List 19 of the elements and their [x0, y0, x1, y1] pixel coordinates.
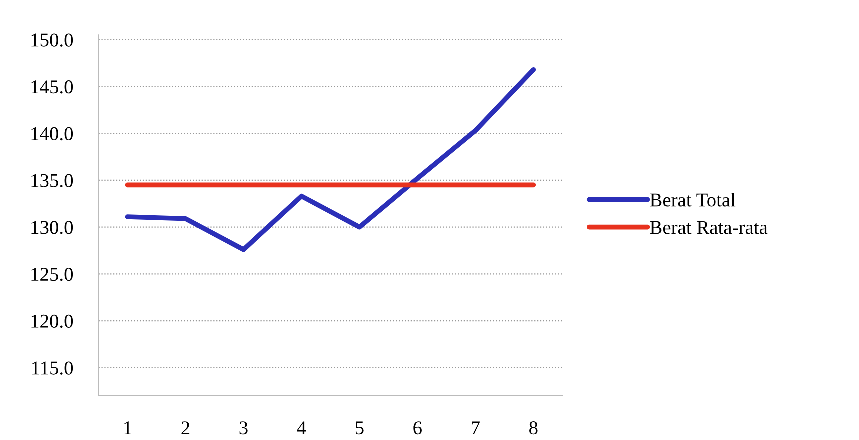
- x-tick-label: 7: [472, 422, 480, 434]
- y-tick-label: 150.0: [32, 34, 74, 47]
- x-tick-label: 5: [356, 422, 364, 435]
- x-tick-label: 3: [240, 422, 248, 435]
- y-tick-label: 130.0: [32, 221, 74, 234]
- x-tick-label: 6: [414, 422, 422, 435]
- y-tick-label: 145.0: [32, 80, 74, 94]
- y-tick-label: 120.0: [32, 314, 74, 328]
- y-tick-label: 140.0: [32, 127, 74, 141]
- legend-label: Berat Rata-rata: [650, 221, 768, 234]
- x-tick-label: 4: [297, 422, 306, 434]
- x-tick-label: 2: [182, 422, 190, 434]
- line-series: [125, 67, 536, 252]
- x-tick-label: 1: [124, 422, 132, 434]
- y-tick-label: 125.0: [32, 268, 74, 282]
- x-tick-label: 8: [530, 422, 538, 435]
- legend-label: Berat Total: [650, 193, 736, 207]
- y-tick-label: 135.0: [32, 174, 74, 188]
- y-tick-label: 115.0: [32, 362, 74, 375]
